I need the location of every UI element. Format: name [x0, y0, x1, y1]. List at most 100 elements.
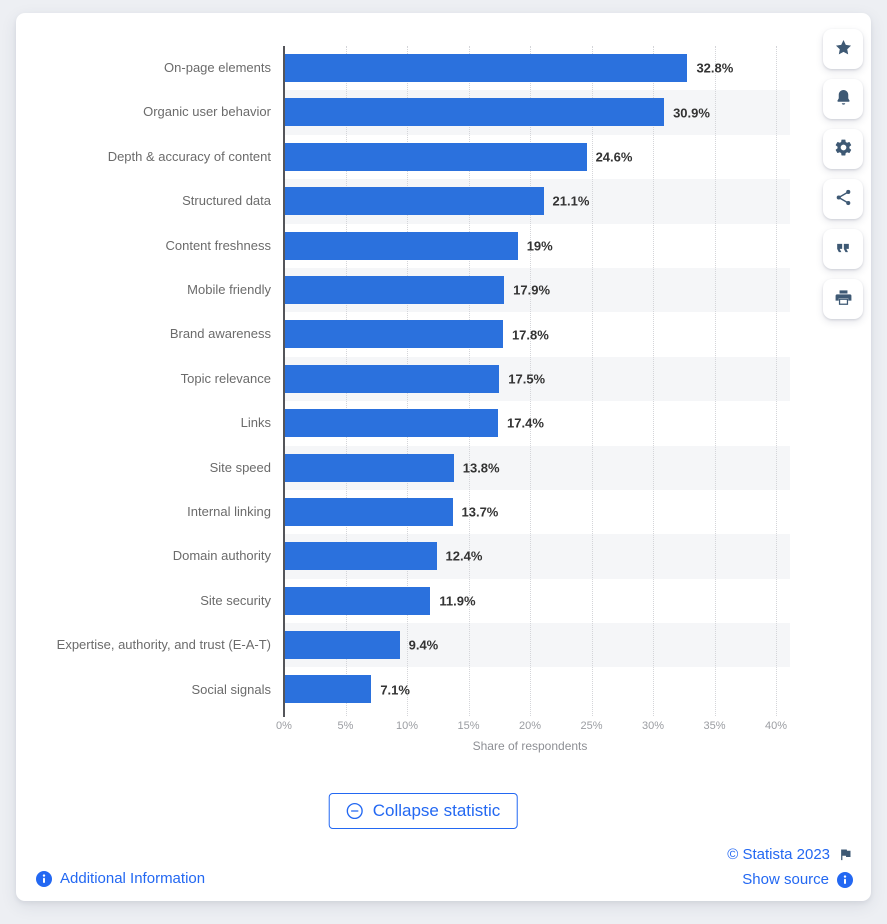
show-source-link[interactable]: Show source [742, 871, 853, 888]
additional-information-link[interactable]: Additional Information [36, 870, 205, 887]
row-plot: 17.9% [284, 267, 790, 313]
row-plot: 17.8% [284, 312, 790, 356]
x-axis-ticks: 0% 5% 10% 15% 20% 25% 30% 35% 40% [16, 720, 806, 735]
x-tick-label: 20% [518, 719, 542, 732]
info-icon [36, 870, 52, 887]
bar[interactable] [284, 542, 437, 571]
category-label: Site security [200, 592, 271, 608]
flag-icon [838, 847, 853, 862]
collapse-statistic-button[interactable]: Collapse statistic [328, 793, 518, 829]
favorite-button[interactable] [823, 29, 863, 69]
x-tick-label: 0% [276, 719, 292, 732]
bar[interactable] [284, 586, 431, 615]
bar-value-label: 9.4% [408, 637, 439, 653]
x-tick-label: 35% [703, 719, 726, 732]
bar[interactable] [284, 142, 587, 171]
chart-row: Expertise, authority, and trust (E-A-T) … [16, 623, 806, 668]
category-label: Site speed [209, 459, 271, 475]
cite-button[interactable] [823, 229, 863, 269]
bar[interactable] [284, 409, 499, 438]
printer-icon [834, 288, 853, 310]
share-button[interactable] [823, 179, 863, 219]
footer-right: © Statista 2023 Show source [727, 846, 853, 888]
bar-value-label: 17.5% [508, 371, 546, 387]
chart-row: Site security 11.9% [16, 579, 806, 623]
gear-icon [834, 138, 853, 160]
row-plot: 17.5% [284, 356, 790, 402]
chart-row: Structured data 21.1% [16, 179, 806, 224]
print-button[interactable] [823, 279, 863, 319]
bar[interactable] [284, 231, 518, 260]
bar[interactable] [284, 187, 544, 216]
bar-value-label: 30.9% [673, 105, 710, 121]
category-label: Brand awareness [169, 326, 271, 342]
row-plot: 21.1% [284, 179, 790, 224]
chart-row: Internal linking 13.7% [16, 490, 806, 534]
row-plot: 17.4% [284, 401, 790, 445]
category-label: Links [240, 415, 271, 431]
x-tick-label: 15% [457, 719, 480, 732]
row-plot: 11.9% [284, 579, 790, 623]
row-plot: 13.8% [284, 445, 790, 490]
bar[interactable] [284, 364, 500, 393]
chart-row: Depth & accuracy of content 24.6% [16, 135, 806, 179]
chart-row: Links 17.4% [16, 401, 806, 445]
row-plot: 12.4% [284, 534, 790, 579]
info-icon [837, 871, 853, 888]
footer-left: Additional Information [36, 870, 205, 891]
bar-value-label: 17.8% [511, 327, 549, 343]
chart-row: Site speed 13.8% [16, 445, 806, 490]
chart-row: Social signals 7.1% [16, 667, 806, 711]
chart-row: Content freshness 19% [16, 224, 806, 268]
row-plot: 9.4% [284, 623, 790, 668]
bar[interactable] [284, 675, 372, 704]
bar[interactable] [284, 497, 453, 526]
category-label: Internal linking [187, 503, 271, 519]
category-label: Domain authority [172, 548, 271, 564]
bar-chart: On-page elements 32.8% Organic user beha… [16, 46, 806, 755]
x-tick-label: 25% [580, 719, 603, 732]
category-label: Social signals [191, 681, 272, 697]
bar-value-label: 11.9% [439, 593, 476, 609]
chart-row: On-page elements 32.8% [16, 46, 806, 90]
bar[interactable] [284, 320, 503, 349]
x-tick-label: 5% [337, 719, 354, 732]
bar[interactable] [284, 98, 665, 127]
category-label: Mobile friendly [187, 282, 271, 298]
chart-rows: On-page elements 32.8% Organic user beha… [16, 46, 806, 717]
category-label: Structured data [182, 193, 271, 209]
statistic-card: On-page elements 32.8% Organic user beha… [16, 13, 871, 901]
statista-copyright-link[interactable]: © Statista 2023 [727, 846, 853, 863]
category-label: Organic user behavior [143, 104, 271, 120]
chart-row: Mobile friendly 17.9% [16, 267, 806, 313]
bar[interactable] [284, 631, 400, 660]
row-plot: 7.1% [284, 667, 790, 711]
copyright-label: © Statista 2023 [727, 846, 830, 863]
bar[interactable] [284, 54, 688, 82]
category-label: Depth & accuracy of content [107, 148, 271, 164]
category-label: Expertise, authority, and trust (E-A-T) [56, 637, 271, 653]
bar-value-label: 12.4% [445, 548, 483, 564]
settings-button[interactable] [823, 129, 863, 169]
row-plot: 13.7% [284, 490, 790, 534]
row-plot: 30.9% [284, 90, 790, 135]
chart-row: Organic user behavior 30.9% [16, 90, 806, 135]
bar-value-label: 32.8% [696, 60, 734, 76]
bar-value-label: 17.4% [507, 415, 544, 431]
x-axis-title-row: Share of respondents [16, 739, 806, 755]
collapse-statistic-label: Collapse statistic [372, 801, 501, 820]
chart-row: Topic relevance 17.5% [16, 356, 806, 402]
additional-information-label: Additional Information [60, 870, 206, 887]
x-tick-label: 40% [764, 719, 788, 732]
bar[interactable] [284, 453, 454, 482]
quote-icon [833, 238, 853, 261]
x-axis-title: Share of respondents [472, 738, 588, 753]
alerts-button[interactable] [823, 79, 863, 119]
bar[interactable] [284, 275, 505, 304]
y-axis-line [283, 46, 285, 717]
row-plot: 32.8% [284, 46, 790, 90]
row-plot: 24.6% [284, 135, 790, 179]
bell-icon [834, 88, 853, 110]
category-label: Content freshness [165, 237, 271, 253]
share-icon [834, 188, 853, 210]
